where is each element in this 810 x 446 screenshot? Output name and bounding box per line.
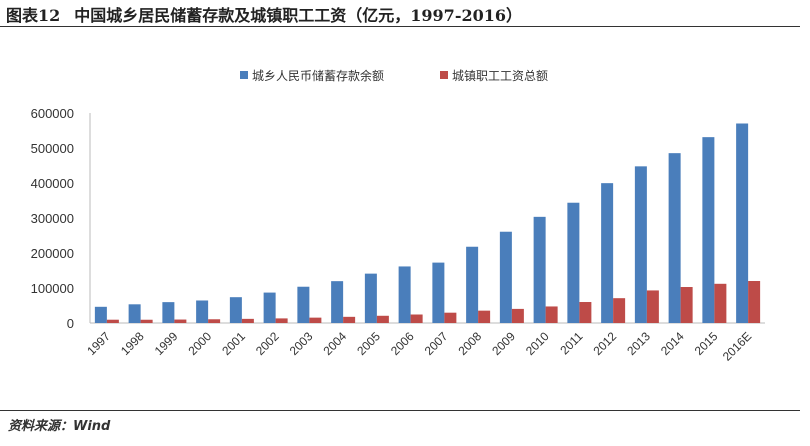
bar-wages-2000 <box>208 319 221 323</box>
bar-wages-2016E <box>748 281 761 323</box>
bar-savings-2008 <box>466 246 479 323</box>
figure-number: 图表12 <box>6 6 61 25</box>
bar-wages-2011 <box>579 302 592 323</box>
y-tick-label: 600000 <box>31 106 74 121</box>
bar-savings-2003 <box>297 286 310 323</box>
bar-savings-1997 <box>94 306 107 323</box>
bar-savings-2012 <box>601 183 614 323</box>
bar-wages-2003 <box>309 317 322 323</box>
footer-divider <box>0 410 800 411</box>
bar-wages-2009 <box>511 308 524 323</box>
x-tick-label: 2006 <box>388 329 417 358</box>
figure-title-text: 中国城乡居民储蓄存款及城镇职工工资（亿元，1997-2016） <box>74 6 522 25</box>
bar-savings-2005 <box>364 273 377 323</box>
bar-savings-2006 <box>398 266 411 323</box>
y-tick-label: 500000 <box>31 141 74 156</box>
bar-wages-1998 <box>140 319 153 323</box>
legend-swatch-1 <box>440 71 448 79</box>
title-divider <box>0 26 800 27</box>
y-tick-label: 200000 <box>31 246 74 261</box>
figure-title: 图表12 中国城乡居民储蓄存款及城镇职工工资（亿元，1997-2016） <box>6 2 522 26</box>
x-tick-label: 2012 <box>590 329 619 358</box>
bar-savings-2007 <box>432 262 445 323</box>
x-tick-label: 2003 <box>287 329 316 358</box>
x-tick-label: 2011 <box>557 329 585 357</box>
x-tick-label: 2005 <box>354 329 383 358</box>
legend-swatch-0 <box>240 71 248 79</box>
x-tick-label: 2014 <box>658 329 687 358</box>
x-tick-label: 2016E <box>720 329 754 363</box>
x-tick-label: 2008 <box>455 329 484 358</box>
x-tick-label: 1999 <box>152 329 181 358</box>
x-tick-label: 2009 <box>489 329 518 358</box>
bar-savings-1999 <box>162 302 175 323</box>
bar-wages-2001 <box>241 318 254 323</box>
bar-savings-2000 <box>196 300 209 323</box>
bar-savings-2014 <box>668 153 681 323</box>
x-tick-label: 2001 <box>219 329 248 358</box>
bar-wages-2015 <box>714 283 727 323</box>
bar-savings-2013 <box>634 166 647 323</box>
bar-wages-2013 <box>646 290 659 323</box>
legend-label-0: 城乡人民币储蓄存款余额 <box>252 68 384 83</box>
bar-wages-1999 <box>174 319 187 323</box>
bar-savings-1998 <box>128 304 141 323</box>
bar-wages-2008 <box>478 310 491 323</box>
bar-wages-2006 <box>410 314 423 323</box>
legend-label-1: 城镇职工工资总额 <box>452 69 548 83</box>
x-tick-label: 2010 <box>523 329 552 358</box>
bar-wages-2010 <box>545 306 558 323</box>
bar-savings-2002 <box>263 292 276 323</box>
y-tick-label: 300000 <box>31 211 74 226</box>
bar-savings-2001 <box>229 297 242 323</box>
bar-wages-2012 <box>613 298 626 323</box>
y-tick-label: 400000 <box>31 176 74 191</box>
y-tick-label: 100000 <box>31 281 74 296</box>
x-tick-label: 2004 <box>320 329 349 358</box>
bar-savings-2009 <box>499 231 512 323</box>
bar-wages-2002 <box>275 318 288 323</box>
source-note: 资料来源：Wind <box>8 419 111 434</box>
bar-wages-2005 <box>376 315 389 323</box>
x-tick-label: 2000 <box>185 329 214 358</box>
bar-savings-2015 <box>702 137 715 323</box>
bar-savings-2004 <box>331 281 344 323</box>
bar-savings-2010 <box>533 216 546 323</box>
bar-savings-2011 <box>567 202 580 323</box>
bar-wages-2004 <box>343 316 356 323</box>
x-tick-label: 2015 <box>692 329 721 358</box>
x-tick-label: 2013 <box>624 329 653 358</box>
x-tick-label: 2007 <box>422 329 451 358</box>
bar-wages-1997 <box>106 319 119 323</box>
bar-wages-2014 <box>680 287 693 323</box>
bar-wages-2007 <box>444 312 457 323</box>
x-tick-label: 1997 <box>84 329 113 358</box>
x-tick-label: 2002 <box>253 329 282 358</box>
y-tick-label: 0 <box>67 316 74 331</box>
bar-savings-2016E <box>736 123 749 323</box>
x-tick-label: 1998 <box>118 329 147 358</box>
